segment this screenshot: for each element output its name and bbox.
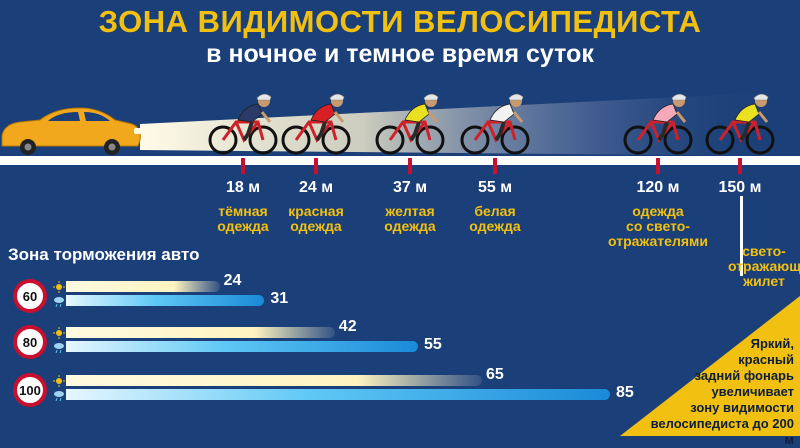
page-title: ЗОНА ВИДИМОСТИ ВЕЛОСИПЕДИСТА [98, 4, 702, 39]
braking-title: Зона торможения авто [8, 245, 200, 264]
wet-braking-value: 31 [270, 290, 289, 307]
distance-label: 18 м [225, 179, 261, 196]
wet-braking-bar [66, 295, 265, 306]
page-subtitle: в ночное и темное время суток [206, 40, 594, 68]
clothing-label: одежда со свето- отражателями [608, 203, 708, 249]
wet-braking-value: 85 [616, 384, 634, 401]
wet-braking-bar [66, 341, 418, 352]
car-icon [1, 107, 142, 155]
distance-marker [656, 158, 660, 174]
road [0, 156, 800, 165]
distance-marker [314, 158, 318, 174]
wet-braking-bar [66, 389, 610, 400]
wet-braking-value: 55 [424, 336, 442, 353]
sun-icon [53, 280, 65, 293]
clothing-label: белая одежда [469, 203, 521, 234]
vest-pointer-line [740, 196, 743, 276]
cyclist-icon [460, 93, 530, 155]
distance-label: 120 м [636, 179, 680, 196]
note-corner [620, 296, 800, 436]
clothing-label: тёмная одежда [217, 203, 269, 234]
dry-braking-value: 24 [223, 272, 242, 289]
headlight-beam [140, 92, 780, 156]
distance-marker [408, 158, 412, 174]
rain-cloud-icon [53, 388, 65, 402]
speed-limit-sign: 80 [13, 325, 47, 359]
clothing-label: красная одежда [288, 203, 344, 234]
dry-braking-value: 42 [338, 318, 357, 335]
cyclist-icon [623, 93, 693, 155]
clothing-label: желтая одежда [384, 203, 436, 234]
rain-cloud-icon [53, 340, 65, 354]
rear-light-note: Яркий, красный задний фонарь увеличивает… [650, 336, 794, 447]
dry-braking-value: 65 [486, 366, 504, 383]
sun-icon [53, 326, 65, 339]
dry-braking-bar [66, 281, 220, 292]
dry-braking-bar [66, 375, 482, 386]
distance-marker [241, 158, 245, 174]
speed-limit-sign: 60 [13, 279, 47, 313]
vest-label: свето- отражающий жилет [728, 243, 800, 289]
cyclist-icon [705, 93, 775, 155]
distance-label: 24 м [298, 179, 334, 196]
dry-braking-bar [66, 327, 335, 338]
rain-cloud-icon [53, 294, 65, 308]
cyclist-icon [375, 93, 445, 155]
speed-limit-sign: 100 [13, 373, 47, 407]
distance-label: 55 м [477, 179, 513, 196]
sun-icon [53, 374, 65, 387]
distance-marker [493, 158, 497, 174]
cyclist-icon [281, 93, 351, 155]
distance-marker [738, 158, 742, 174]
distance-label: 37 м [392, 179, 428, 196]
distance-label: 150 м [718, 179, 762, 196]
cyclist-icon [208, 93, 278, 155]
